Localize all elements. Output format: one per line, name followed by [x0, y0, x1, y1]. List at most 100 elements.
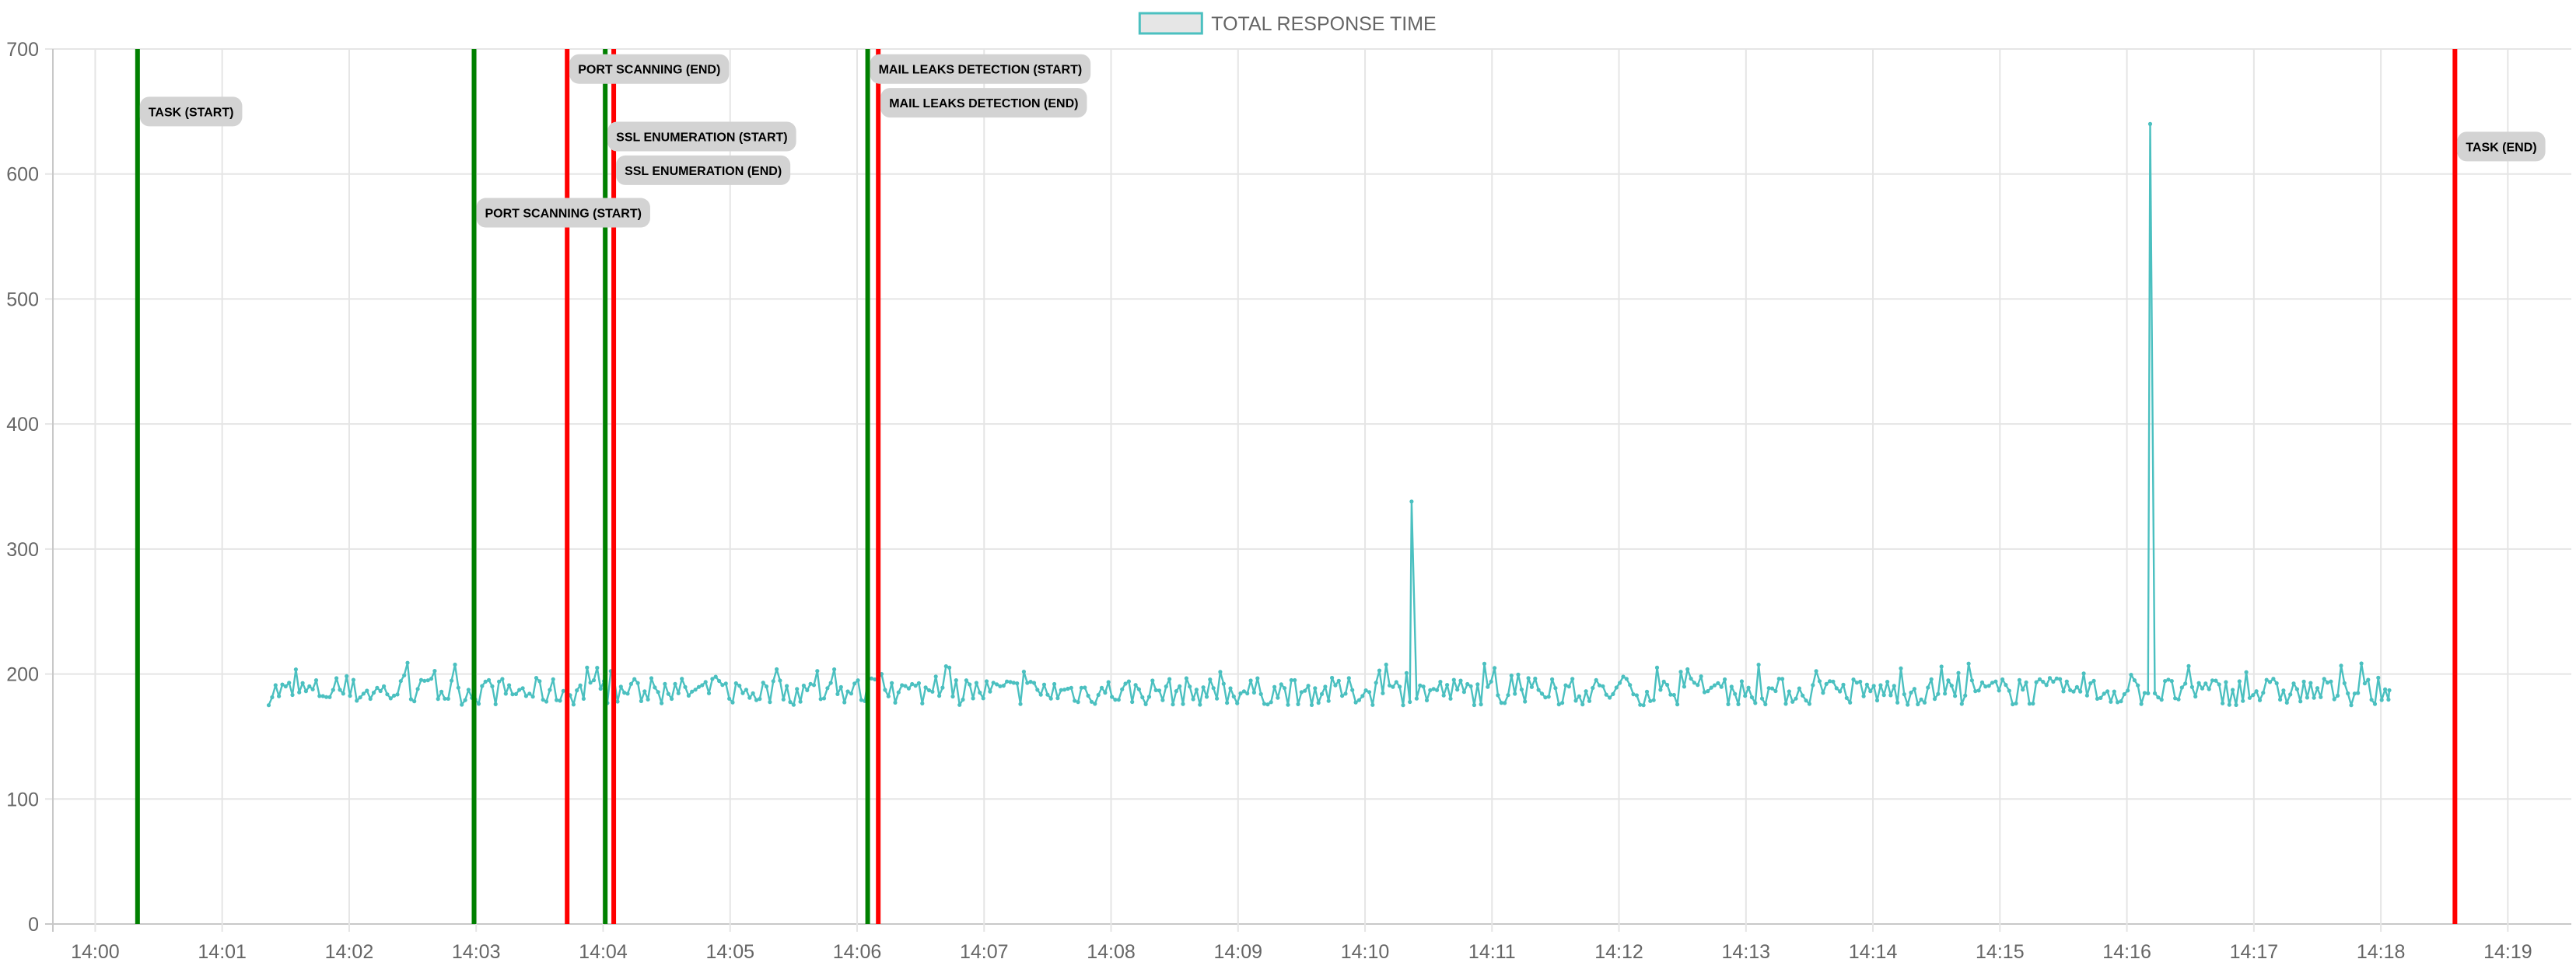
data-point: [649, 676, 654, 681]
data-point: [1255, 676, 1260, 681]
data-point: [656, 690, 660, 695]
data-point: [1780, 677, 1785, 681]
annotation-label-box: [2457, 131, 2546, 162]
data-point: [998, 684, 1003, 688]
data-point: [307, 684, 312, 689]
data-point: [1719, 684, 1724, 689]
data-point: [1624, 677, 1629, 681]
data-point: [1817, 679, 1822, 684]
data-point: [1739, 679, 1744, 684]
data-point: [2129, 673, 2133, 677]
data-point: [733, 681, 738, 686]
data-point: [2237, 679, 2242, 684]
data-point: [740, 691, 745, 695]
data-point: [879, 672, 884, 677]
data-point: [950, 694, 955, 699]
data-point: [957, 702, 962, 707]
legend: TOTAL RESPONSE TIME: [1138, 12, 1437, 35]
data-point: [2284, 700, 2289, 705]
data-point: [1289, 677, 1293, 683]
data-point: [1377, 668, 1382, 673]
data-point: [1608, 695, 1612, 700]
annotation-label-box: [607, 121, 796, 152]
data-point: [900, 683, 905, 688]
data-point: [1319, 691, 1325, 697]
data-point: [720, 683, 725, 688]
data-point: [842, 700, 847, 705]
data-point: [1465, 681, 1470, 687]
data-point: [348, 694, 352, 698]
data-point: [1797, 686, 1801, 691]
data-point: [1848, 700, 1853, 705]
data-point: [1384, 662, 1388, 667]
data-point: [1194, 688, 1199, 692]
data-point: [1123, 681, 1128, 686]
data-point: [995, 682, 999, 687]
data-point: [2251, 693, 2256, 698]
data-point: [1648, 698, 1653, 703]
data-point: [1350, 688, 1355, 692]
data-point: [1455, 688, 1460, 692]
data-point: [1299, 690, 1304, 695]
data-point: [1221, 681, 1226, 686]
data-point: [2051, 679, 2056, 684]
data-point: [1946, 678, 1951, 683]
data-point: [2179, 685, 2184, 690]
data-point: [273, 683, 278, 688]
data-point: [1451, 677, 1456, 682]
data-point: [1851, 677, 1856, 682]
annotation-label: SSL ENUMERATION (START): [607, 121, 796, 152]
data-point: [523, 694, 529, 698]
data-point: [686, 693, 691, 698]
data-point: [2017, 677, 2021, 683]
data-point: [1059, 688, 1063, 692]
data-point: [341, 691, 345, 696]
data-point: [943, 664, 948, 669]
data-point: [1225, 701, 1230, 705]
data-point: [331, 688, 335, 692]
data-point: [2227, 702, 2231, 707]
data-point: [297, 690, 302, 695]
data-point: [2091, 678, 2096, 684]
x-tick-label: 14:01: [198, 941, 247, 963]
data-point: [737, 684, 742, 688]
x-tick-label: 14:02: [325, 941, 374, 963]
data-point: [666, 691, 670, 696]
data-point: [1445, 683, 1450, 688]
data-point: [1966, 661, 1971, 666]
data-point: [1496, 693, 1500, 698]
data-point: [2200, 686, 2205, 691]
data-point: [1409, 499, 1414, 504]
data-point: [2241, 698, 2245, 703]
data-point: [2336, 693, 2340, 698]
data-point: [598, 686, 603, 691]
data-point: [1283, 686, 1287, 691]
data-point: [503, 691, 508, 696]
x-tick-label: 14:15: [1976, 941, 2025, 963]
data-point: [1062, 688, 1067, 692]
data-point: [1523, 699, 1528, 704]
data-point: [1885, 680, 1890, 684]
data-point: [808, 681, 813, 686]
data-point: [2000, 677, 2005, 682]
data-point: [303, 689, 308, 694]
data-point: [1336, 678, 1341, 683]
data-point: [2288, 692, 2293, 697]
data-point: [1783, 702, 1788, 706]
data-point: [1011, 681, 1016, 685]
data-point: [906, 686, 911, 691]
data-point: [710, 677, 715, 681]
data-point: [1838, 689, 1843, 694]
data-point: [988, 689, 992, 694]
data-point: [1367, 690, 1372, 695]
data-point: [1374, 681, 1378, 685]
data-point: [1421, 684, 1426, 689]
data-point: [2339, 663, 2343, 668]
data-point: [1251, 690, 1256, 695]
data-point: [476, 702, 481, 706]
data-point: [443, 696, 447, 701]
data-point: [974, 681, 978, 685]
data-point: [1790, 699, 1795, 704]
data-point: [1503, 701, 1507, 705]
data-point: [530, 695, 535, 699]
